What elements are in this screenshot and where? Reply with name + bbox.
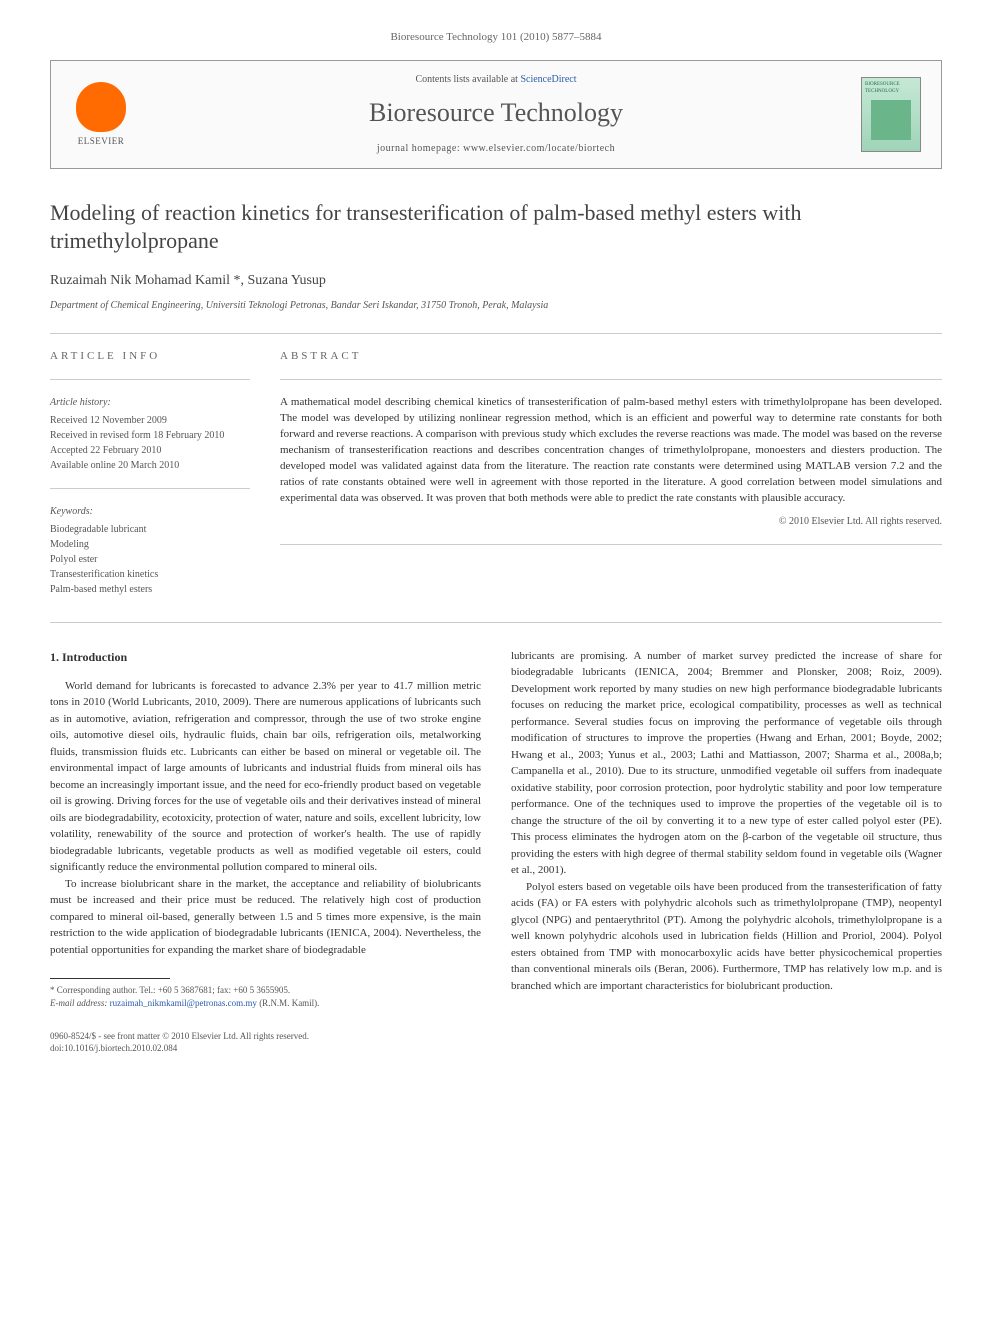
divider [50, 488, 250, 489]
keyword: Palm-based methyl esters [50, 582, 250, 597]
history-item: Accepted 22 February 2010 [50, 443, 250, 458]
body-paragraph: To increase biolubricant share in the ma… [50, 876, 481, 959]
bottom-info: 0960-8524/$ - see front matter © 2010 El… [50, 1030, 942, 1055]
email-suffix: (R.N.M. Kamil). [259, 998, 319, 1008]
body-column-right: lubricants are promising. A number of ma… [511, 648, 942, 1010]
citation-line: Bioresource Technology 101 (2010) 5877–5… [50, 30, 942, 45]
contents-line: Contents lists available at ScienceDirec… [151, 73, 841, 87]
affiliation: Department of Chemical Engineering, Univ… [50, 299, 942, 313]
abstract-column: ABSTRACT A mathematical model describing… [280, 349, 942, 597]
keyword: Modeling [50, 537, 250, 552]
divider [50, 379, 250, 380]
footnote-separator [50, 978, 170, 979]
doi-line: doi:10.1016/j.biortech.2010.02.084 [50, 1042, 942, 1055]
authors-line: Ruzaimah Nik Mohamad Kamil *, Suzana Yus… [50, 271, 942, 291]
article-history-block: Article history: Received 12 November 20… [50, 395, 250, 473]
journal-name: Bioresource Technology [151, 95, 841, 131]
homepage-prefix: journal homepage: [377, 143, 463, 154]
history-item: Received in revised form 18 February 201… [50, 428, 250, 443]
history-item: Available online 20 March 2010 [50, 458, 250, 473]
cover-image-icon [871, 100, 911, 140]
email-link[interactable]: ruzaimah_nikmkamil@petronas.com.my [110, 998, 257, 1008]
body-column-left: 1. Introduction World demand for lubrica… [50, 648, 481, 1010]
article-info-header: ARTICLE INFO [50, 349, 250, 364]
keyword: Polyol ester [50, 552, 250, 567]
abstract-copyright: © 2010 Elsevier Ltd. All rights reserved… [280, 515, 942, 529]
abstract-header: ABSTRACT [280, 349, 942, 364]
footnote-email: E-mail address: ruzaimah_nikmkamil@petro… [50, 997, 481, 1010]
keyword: Biodegradable lubricant [50, 522, 250, 537]
keywords-block: Keywords: Biodegradable lubricant Modeli… [50, 504, 250, 597]
issn-line: 0960-8524/$ - see front matter © 2010 El… [50, 1030, 942, 1043]
body-paragraph: Polyol esters based on vegetable oils ha… [511, 879, 942, 995]
history-label: Article history: [50, 395, 250, 410]
cover-title: BIORESOURCE TECHNOLOGY [865, 81, 917, 95]
body-paragraph: World demand for lubricants is forecaste… [50, 678, 481, 876]
contents-prefix: Contents lists available at [415, 74, 520, 85]
homepage-line: journal homepage: www.elsevier.com/locat… [151, 142, 841, 156]
footnote-corresponding: * Corresponding author. Tel.: +60 5 3687… [50, 984, 481, 997]
divider [280, 544, 942, 545]
divider [50, 333, 942, 334]
sciencedirect-link[interactable]: ScienceDirect [520, 74, 576, 85]
article-info-column: ARTICLE INFO Article history: Received 1… [50, 349, 250, 597]
divider [50, 622, 942, 623]
abstract-text: A mathematical model describing chemical… [280, 395, 942, 507]
keyword: Transesterification kinetics [50, 567, 250, 582]
email-label: E-mail address: [50, 998, 107, 1008]
article-title: Modeling of reaction kinetics for transe… [50, 199, 942, 256]
body-columns: 1. Introduction World demand for lubrica… [50, 648, 942, 1010]
elsevier-logo: ELSEVIER [71, 80, 131, 150]
journal-cover-thumbnail: BIORESOURCE TECHNOLOGY [861, 77, 921, 152]
body-paragraph: lubricants are promising. A number of ma… [511, 648, 942, 879]
section-heading: 1. Introduction [50, 648, 481, 666]
elsevier-tree-icon [76, 82, 126, 132]
header-center: Contents lists available at ScienceDirec… [151, 73, 841, 155]
journal-header-box: ELSEVIER Contents lists available at Sci… [50, 60, 942, 168]
keywords-label: Keywords: [50, 504, 250, 519]
info-abstract-row: ARTICLE INFO Article history: Received 1… [50, 349, 942, 597]
homepage-url[interactable]: www.elsevier.com/locate/biortech [463, 143, 615, 154]
divider [280, 379, 942, 380]
publisher-name: ELSEVIER [78, 135, 125, 148]
history-item: Received 12 November 2009 [50, 413, 250, 428]
